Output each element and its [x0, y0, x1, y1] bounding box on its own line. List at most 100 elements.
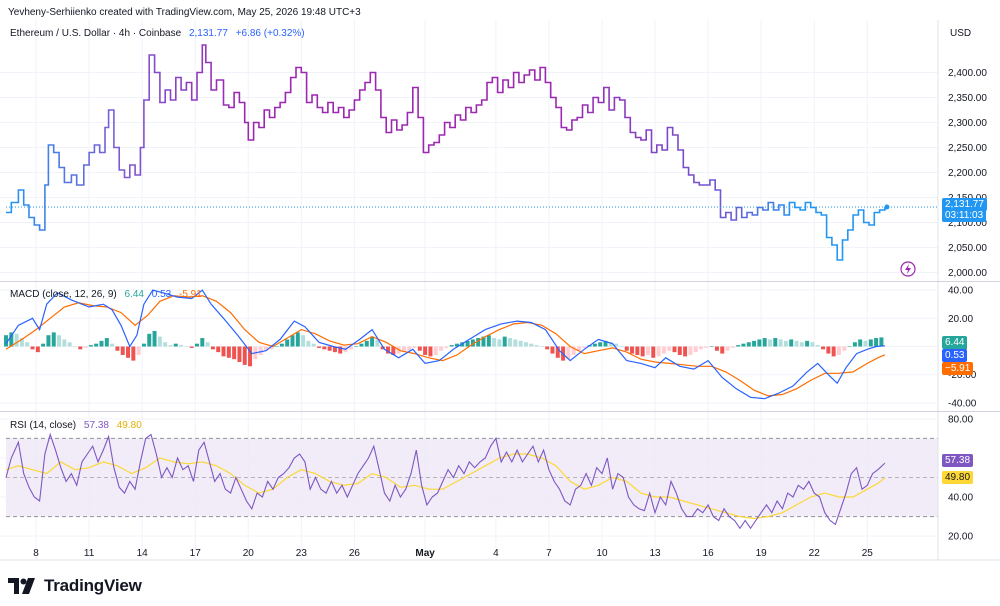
macd-hist-bar: [518, 340, 523, 347]
macd-hist-bar: [826, 346, 831, 354]
macd-hist-bar: [465, 340, 470, 347]
macd-line-tag: 0.53: [942, 349, 968, 362]
macd-hist-bar: [550, 346, 555, 354]
macd-hist-bar: [836, 346, 841, 355]
x-tick-label: 17: [190, 548, 202, 559]
macd-hist-bar: [88, 345, 93, 347]
macd-hist-bar: [810, 342, 815, 347]
macd-hist-bar: [412, 346, 417, 348]
macd-hist-bar: [83, 346, 88, 348]
x-tick-label: 22: [809, 548, 821, 559]
macd-hist-bar: [736, 345, 741, 347]
macd-hist-bar: [720, 346, 725, 354]
macd-hist-bar: [672, 346, 677, 353]
macd-hist-bar: [354, 346, 359, 347]
y-tick-label: 40.00: [948, 286, 973, 297]
symbol-label[interactable]: Ethereum / U.S. Dollar · 4h · Coinbase: [10, 28, 182, 39]
macd-hist-bar: [375, 339, 380, 347]
macd-hist-bar: [454, 343, 459, 347]
macd-hist-bar: [25, 342, 30, 347]
macd-hist-bar: [258, 346, 263, 355]
macd-hist-bar: [831, 346, 836, 357]
macd-hist-bar: [99, 340, 104, 347]
macd-hist-bar: [433, 346, 438, 355]
macd-hist-bar: [566, 346, 571, 360]
rsi-legend[interactable]: RSI (14, close) 57.38 49.80: [10, 420, 142, 431]
tradingview-logo-text: TradingView: [44, 576, 142, 595]
macd-hist-bar: [858, 339, 863, 347]
macd-hist-bar: [752, 340, 757, 347]
macd-hist-bar: [768, 339, 772, 347]
macd-hist-bar: [370, 336, 375, 347]
x-tick-label: 20: [243, 548, 255, 559]
macd-hist-bar: [322, 346, 327, 350]
macd-hist-bar: [693, 346, 698, 353]
rsi-title[interactable]: RSI (14, close): [10, 420, 77, 431]
macd-hist-bar: [184, 346, 189, 347]
macd-line: [5, 289, 885, 400]
macd-hist-bar: [221, 346, 226, 357]
macd-hist-bar: [9, 332, 14, 347]
macd-hist-bar: [136, 346, 141, 355]
lightning-icon-ring: [900, 261, 916, 277]
macd-hist-bar: [805, 340, 810, 347]
y-tick-label: 2,000.00: [948, 268, 987, 279]
macd-hist-bar: [614, 343, 619, 347]
macd-hist-bar: [274, 346, 279, 347]
macd-hist-tag: 6.44: [942, 336, 968, 349]
macd-hist-bar: [189, 346, 194, 348]
tradingview-logo[interactable]: TradingView: [8, 575, 142, 597]
macd-signal-tag: −5.91: [942, 362, 974, 375]
macd-hist-bar: [539, 346, 544, 347]
macd-hist-bar: [778, 339, 783, 347]
macd-hist-bar: [168, 345, 173, 347]
tradingview-logo-icon: [8, 578, 35, 594]
macd-hist-bar: [677, 346, 682, 355]
macd-hist-bar: [762, 338, 767, 347]
y-tick-label: 20.00: [948, 532, 973, 543]
macd-hist-bar: [311, 343, 316, 347]
macd-hist-bar: [799, 342, 804, 347]
x-tick-label: 10: [596, 548, 608, 559]
macd-hist-bar: [815, 345, 820, 347]
price-legend[interactable]: Ethereum / U.S. Dollar · 4h · Coinbase 2…: [10, 28, 305, 39]
macd-hist-bar: [704, 346, 709, 348]
macd-hist-bar: [295, 332, 300, 347]
macd-hist-bar: [41, 343, 46, 347]
price-axis-currency[interactable]: USD: [950, 28, 972, 39]
macd-hist-bar: [19, 338, 24, 347]
price-line: [6, 44, 886, 261]
y-tick-label: 2,100.00: [948, 218, 987, 229]
macd-hist-bar: [714, 346, 719, 351]
macd-hist-bar: [57, 335, 62, 347]
macd-hist-bar: [327, 346, 332, 351]
y-tick-label: 2,200.00: [948, 168, 987, 179]
macd-hist-bar: [794, 340, 799, 347]
macd-hist-bar: [338, 346, 343, 354]
macd-hist-bar: [545, 346, 550, 350]
macd-hist-bar: [72, 346, 77, 347]
y-tick-label: 2,250.00: [948, 143, 987, 154]
macd-hist-bar: [608, 342, 613, 347]
macd-title[interactable]: MACD (close, 12, 26, 9): [10, 289, 117, 300]
macd-hist-bar: [481, 336, 486, 347]
macd-hist-value: 6.44: [124, 289, 144, 300]
series-lines: [5, 44, 938, 530]
lightning-icon-bolt: [905, 264, 911, 274]
macd-hist-bar: [348, 346, 353, 350]
macd-hist-bar: [157, 336, 162, 347]
y-tick-label: 2,300.00: [948, 118, 987, 129]
macd-hist-bar: [290, 335, 295, 347]
macd-hist-bar: [147, 333, 152, 347]
macd-hist-bar: [879, 337, 884, 347]
macd-hist-bar: [746, 342, 751, 347]
macd-hist-bar: [46, 335, 51, 347]
x-tick-label: 26: [349, 548, 361, 559]
macd-hist-bar: [205, 342, 210, 347]
macd-hist-bar: [497, 339, 502, 347]
macd-legend[interactable]: MACD (close, 12, 26, 9) 6.44 0.53 -5.91: [10, 289, 202, 300]
x-tick-label: 19: [756, 548, 768, 559]
price-last-tag: 2,131.77: [942, 198, 987, 211]
macd-hist-bar: [603, 340, 608, 347]
